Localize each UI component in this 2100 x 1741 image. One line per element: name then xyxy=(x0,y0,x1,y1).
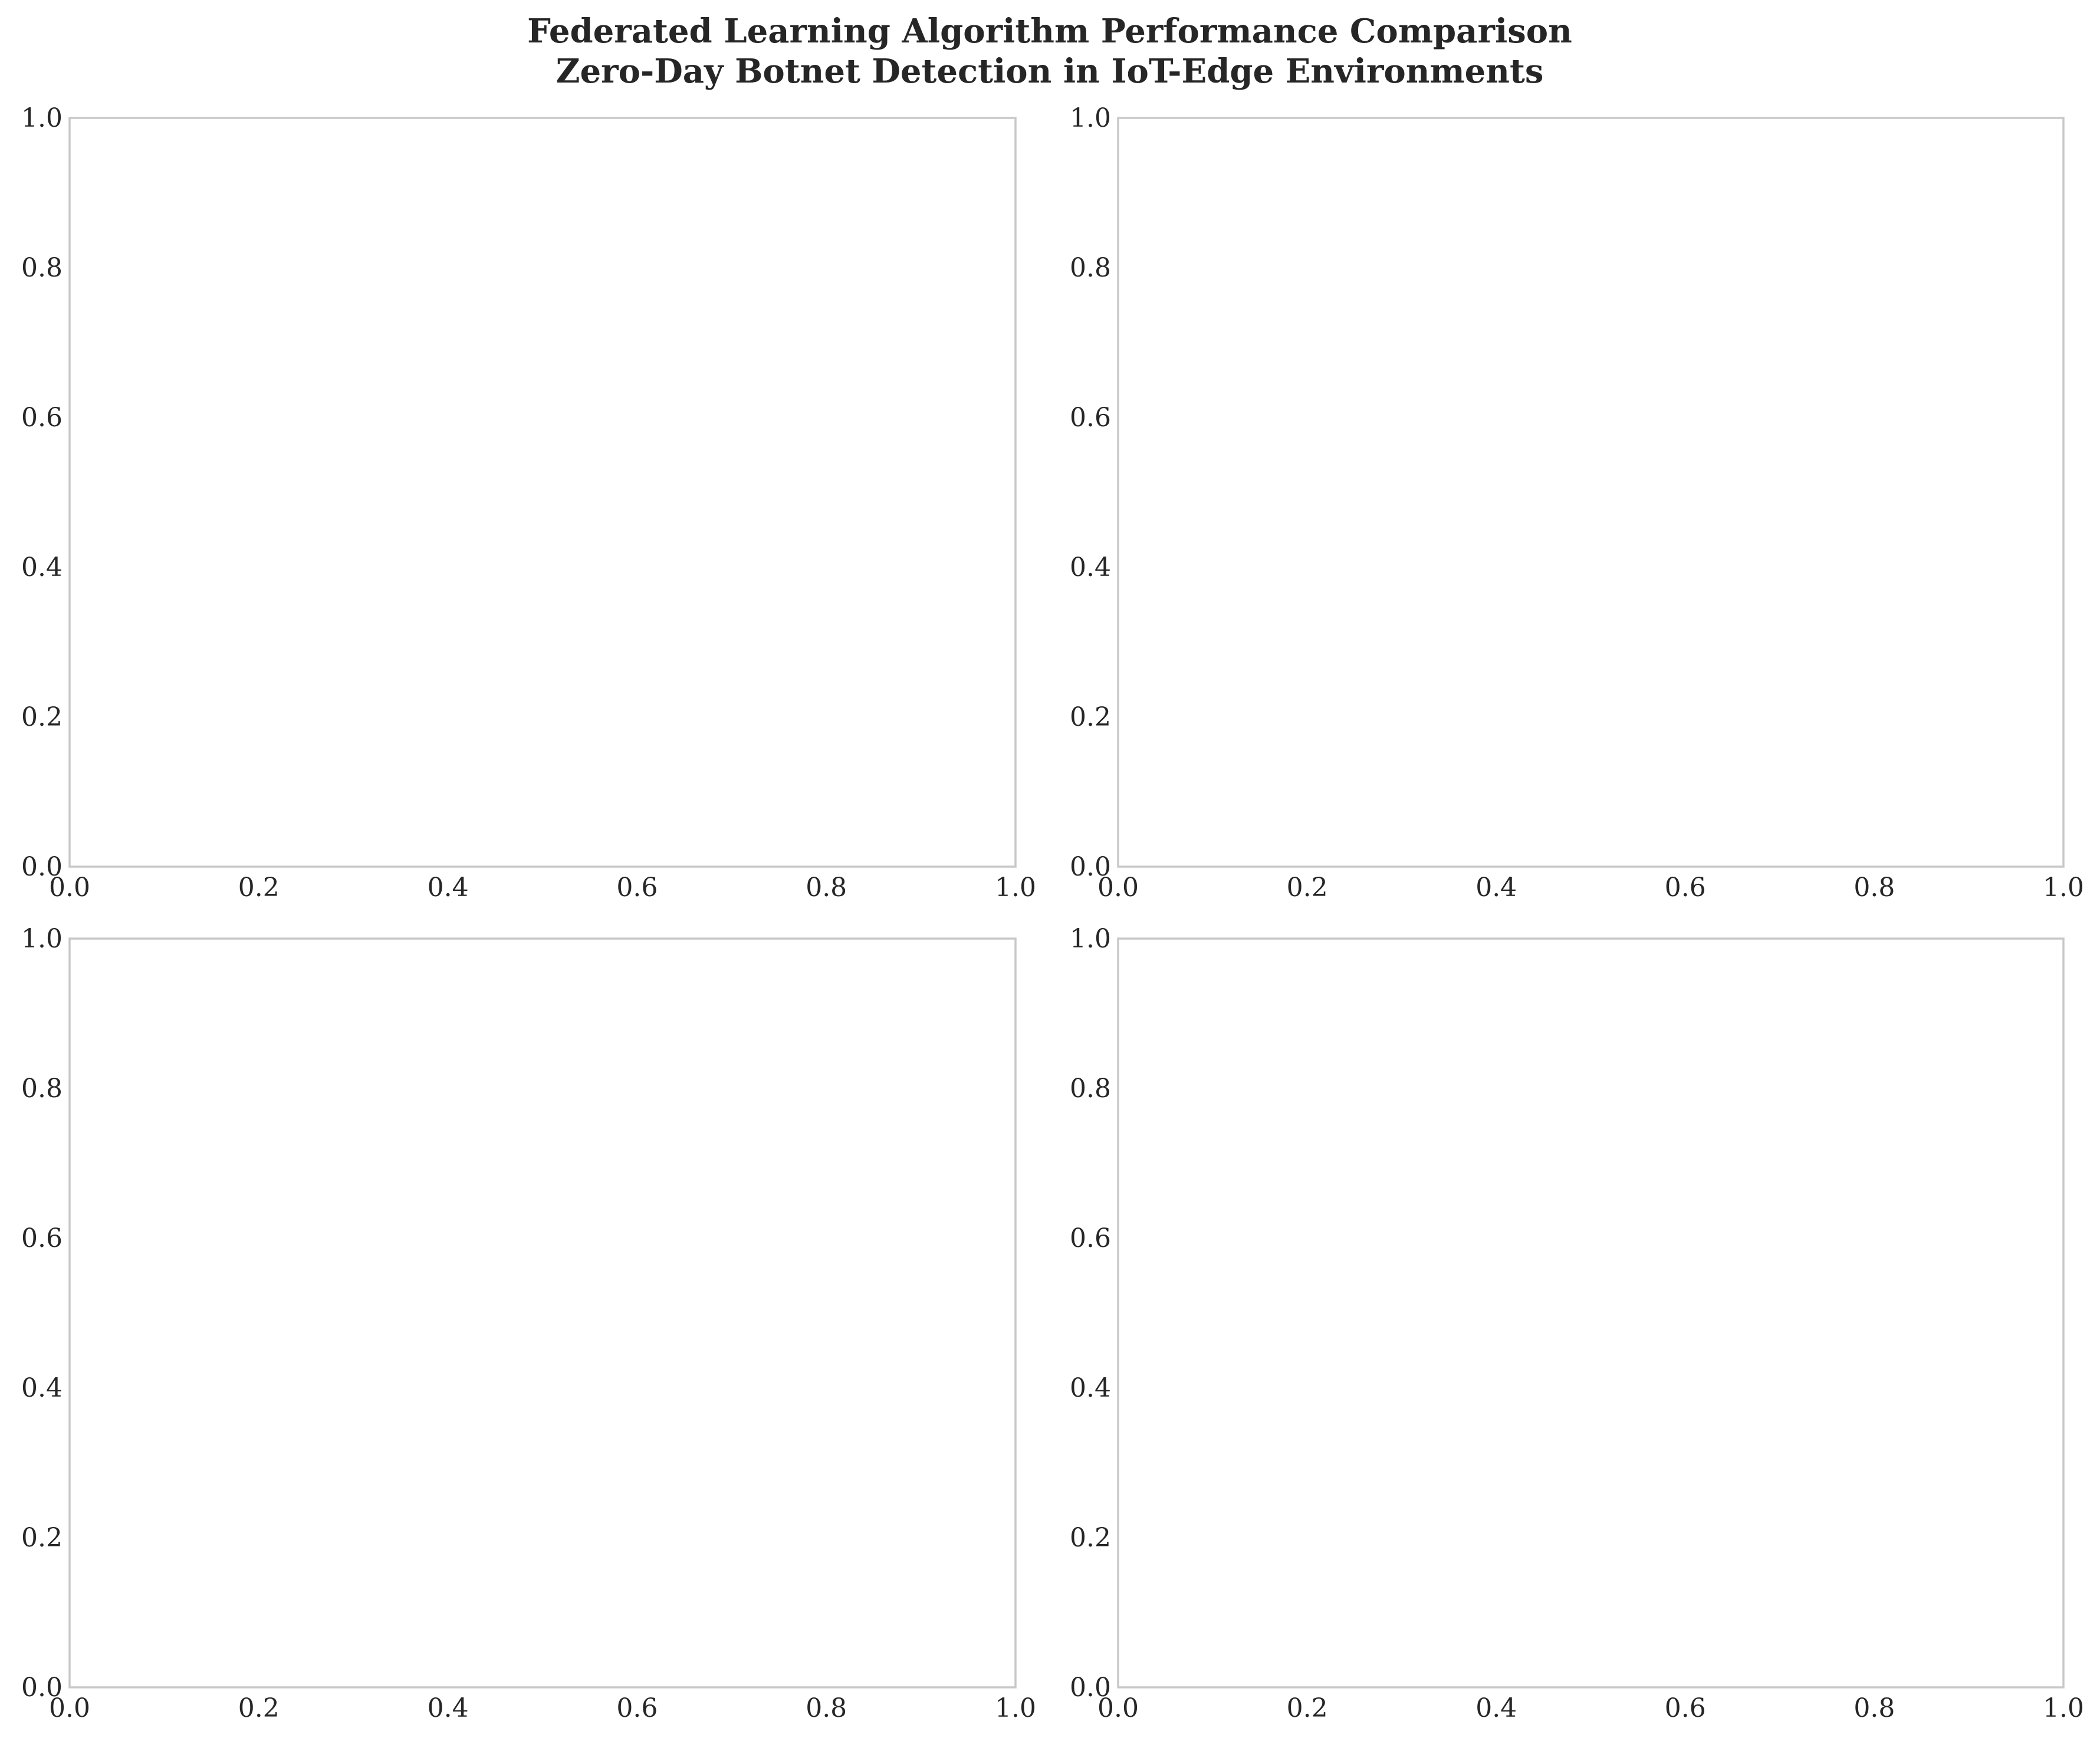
y-tick-label: 0.4 xyxy=(21,1373,63,1403)
y-tick-label: 0.4 xyxy=(1070,552,1111,582)
x-tick-label: 0.0 xyxy=(1097,873,1139,903)
y-tick-label: 1.0 xyxy=(1070,924,1111,954)
y-tick-label: 0.4 xyxy=(1070,1373,1111,1403)
subplot-4: 0.0 0.2 0.4 0.6 0.8 1.0 0.0 0.2 0.4 0.6 0.8 1.0 xyxy=(1070,924,2084,1723)
x-tick-label: 0.6 xyxy=(1665,873,1706,903)
y-tick-label: 0.4 xyxy=(21,552,63,582)
x-tick-label: 0.6 xyxy=(1665,1693,1706,1723)
y-tick-label: 0.2 xyxy=(21,702,63,732)
x-tick-label: 0.4 xyxy=(1475,1693,1517,1723)
y-tick-label: 0.8 xyxy=(1070,1074,1111,1104)
y-tick-label: 0.2 xyxy=(1070,702,1111,732)
y-tick-label: 0.8 xyxy=(21,253,63,283)
y-tick-label: 0.0 xyxy=(1070,1673,1111,1703)
y-tick-label: 0.2 xyxy=(1070,1523,1111,1553)
axes-frame xyxy=(1117,117,2065,868)
subplot-3: 0.0 0.2 0.4 0.6 0.8 1.0 0.0 0.2 0.4 0.6 0.8 1.0 xyxy=(21,924,1036,1723)
subplot-2: 0.0 0.2 0.4 0.6 0.8 1.0 0.0 0.2 0.4 0.6 0.8 1.0 xyxy=(1070,103,2084,903)
x-tick-label: 0.8 xyxy=(806,873,847,903)
y-tick-label: 1.0 xyxy=(21,924,63,954)
y-tick-label: 0.6 xyxy=(21,403,63,433)
axes-frame xyxy=(68,117,1017,868)
x-tick-label: 0.0 xyxy=(49,873,90,903)
y-tick-label: 0.0 xyxy=(21,852,63,882)
x-tick-label: 1.0 xyxy=(995,1693,1036,1723)
x-tick-label: 1.0 xyxy=(2043,873,2084,903)
y-tick-label: 0.6 xyxy=(1070,1223,1111,1253)
x-tick-label: 0.0 xyxy=(49,1693,90,1723)
y-tick-label: 0.6 xyxy=(21,1223,63,1253)
x-tick-label: 0.8 xyxy=(806,1693,847,1723)
x-tick-label: 1.0 xyxy=(2043,1693,2084,1723)
x-tick-label: 0.2 xyxy=(238,1693,280,1723)
x-tick-label: 0.0 xyxy=(1097,1693,1139,1723)
y-tick-label: 0.0 xyxy=(1070,852,1111,882)
y-tick-label: 0.8 xyxy=(21,1074,63,1104)
axes-frame xyxy=(68,937,1017,1689)
subplot-grid: 0.0 0.2 0.4 0.6 0.8 1.00.00.20.40.60.81.00.0 0… xyxy=(21,103,2084,1723)
x-tick-label: 0.2 xyxy=(238,873,280,903)
y-tick-label: 1.0 xyxy=(21,103,63,133)
subplot-1: 0.0 0.2 0.4 0.6 0.8 1.0 0.0 0.2 0.4 0.6 0.8 1.0 xyxy=(21,103,1036,903)
x-tick-label: 0.2 xyxy=(1287,873,1328,903)
x-tick-label: 1.0 xyxy=(995,873,1036,903)
y-tick-label: 0.0 xyxy=(21,1673,63,1703)
y-tick-label: 0.6 xyxy=(1070,403,1111,433)
x-tick-label: 0.6 xyxy=(616,1693,658,1723)
x-tick-label: 0.4 xyxy=(428,873,469,903)
x-tick-label: 0.8 xyxy=(1853,1693,1895,1723)
figure-title-line-1: Federated Learning Algorithm Performance… xyxy=(527,12,1572,51)
x-tick-label: 0.4 xyxy=(1475,873,1517,903)
figure-title-line-2: Zero-Day Botnet Detection in IoT-Edge En… xyxy=(556,52,1544,91)
x-tick-label: 0.4 xyxy=(428,1693,469,1723)
y-tick-label: 0.8 xyxy=(1070,253,1111,283)
y-tick-label: 0.2 xyxy=(21,1523,63,1553)
x-tick-label: 0.8 xyxy=(1853,873,1895,903)
axes-frame xyxy=(1117,937,2065,1689)
y-tick-label: 1.0 xyxy=(1070,103,1111,133)
x-tick-label: 0.2 xyxy=(1287,1693,1328,1723)
x-tick-label: 0.6 xyxy=(616,873,658,903)
